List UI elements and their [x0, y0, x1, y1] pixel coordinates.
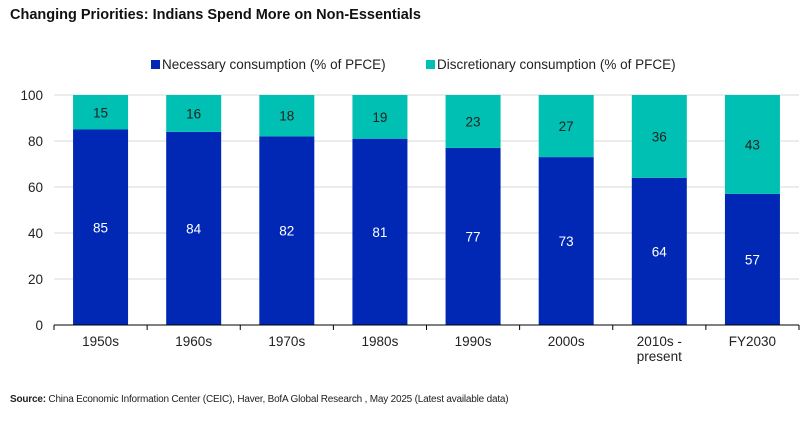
legend-swatch-discretionary	[426, 60, 435, 69]
data-label: 16	[186, 106, 201, 121]
chart-title: Changing Priorities: Indians Spend More …	[10, 7, 421, 23]
legend-label-necessary: Necessary consumption (% of PFCE)	[162, 57, 386, 72]
legend-item-discretionary: Discretionary consumption (% of PFCE)	[426, 57, 676, 72]
source-text: China Economic Information Center (CEIC)…	[45, 394, 509, 405]
y-tick-label: 20	[28, 272, 43, 287]
y-tick-label: 80	[28, 134, 43, 149]
x-tick-label: 1970s	[268, 334, 305, 349]
x-tick-label: FY2030	[729, 334, 776, 349]
bar-discretionary	[166, 95, 222, 132]
legend-item-necessary: Necessary consumption (% of PFCE)	[151, 57, 386, 72]
x-tick-label: present	[637, 349, 682, 364]
x-tick-label: 1950s	[82, 334, 119, 349]
bar-discretionary	[73, 95, 129, 130]
data-label: 77	[466, 229, 481, 244]
data-label: 73	[559, 234, 574, 249]
y-tick-label: 40	[28, 226, 43, 241]
data-label: 64	[652, 244, 668, 259]
bar-necessary	[259, 136, 315, 325]
bar-necessary	[73, 129, 129, 325]
data-label: 43	[745, 137, 760, 152]
y-tick-label: 100	[20, 88, 43, 103]
bar-discretionary	[259, 95, 315, 137]
data-label: 82	[279, 224, 294, 239]
legend-swatch-necessary	[151, 60, 160, 69]
data-label: 85	[93, 220, 108, 235]
bar-discretionary	[445, 95, 501, 148]
x-tick-label: 1990s	[455, 334, 492, 349]
bar-necessary	[352, 138, 408, 325]
bar-necessary	[631, 177, 687, 325]
data-label: 27	[559, 119, 574, 134]
data-label: 84	[186, 221, 202, 236]
y-tick-label: 0	[35, 318, 43, 333]
bar-necessary	[445, 147, 501, 325]
x-tick-label: 2010s -	[637, 334, 682, 349]
data-label: 15	[93, 105, 108, 120]
bar-discretionary	[631, 95, 687, 178]
data-label: 19	[372, 110, 387, 125]
data-label: 23	[466, 114, 481, 129]
data-label: 81	[372, 225, 387, 240]
bar-discretionary	[538, 95, 594, 158]
x-tick-label: 1960s	[175, 334, 212, 349]
x-tick-label: 1980s	[362, 334, 399, 349]
data-label: 18	[279, 109, 294, 124]
bar-discretionary	[724, 95, 780, 194]
y-tick-label: 60	[28, 180, 43, 195]
bar-discretionary	[352, 95, 408, 139]
data-label: 36	[652, 129, 667, 144]
data-label: 57	[745, 252, 760, 267]
bar-necessary	[538, 157, 594, 325]
source-label: Source:	[10, 394, 46, 405]
bar-necessary	[166, 131, 222, 325]
bar-necessary	[724, 193, 780, 325]
legend-label-discretionary: Discretionary consumption (% of PFCE)	[437, 57, 676, 72]
x-tick-label: 2000s	[548, 334, 585, 349]
source-note: Source: China Economic Information Cente…	[10, 394, 509, 405]
